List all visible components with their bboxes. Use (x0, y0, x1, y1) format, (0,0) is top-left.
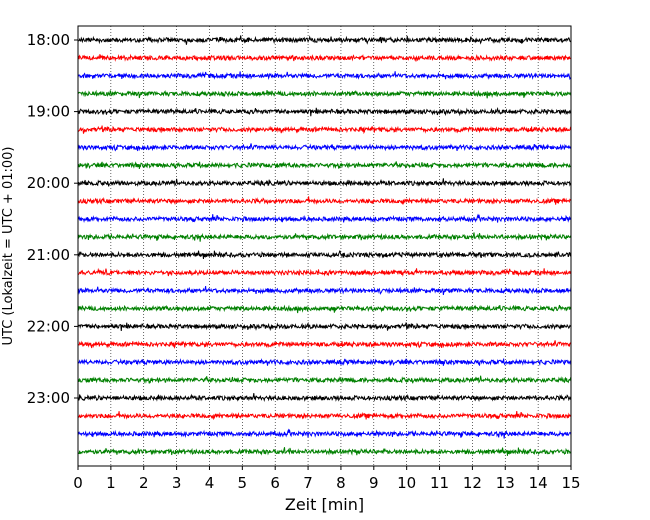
x-axis-label: Zeit [min] (285, 495, 364, 514)
x-tick-label-10: 10 (397, 474, 416, 492)
trace-row-1830 (77, 71, 572, 81)
plot-frame (77, 25, 572, 467)
x-tick-label-0: 0 (73, 474, 83, 492)
trace-row-2115 (78, 267, 572, 277)
vertical-gridlines (110, 26, 539, 466)
x-tick-label-9: 9 (369, 474, 379, 492)
trace-row-1915 (77, 125, 572, 135)
trace-row-2300 (77, 393, 572, 403)
trace-rows (77, 35, 572, 456)
x-tick-label-3: 3 (172, 474, 182, 492)
trace-row-2000 (77, 178, 572, 188)
x-tick-label-8: 8 (336, 474, 346, 492)
x-tick-label-4: 4 (205, 474, 215, 492)
x-tick-label-2: 2 (139, 474, 149, 492)
x-tick-label-7: 7 (303, 474, 313, 492)
trace-row-1815 (77, 53, 572, 62)
trace-row-1930 (77, 143, 572, 152)
x-axis-ticks: 0 1 2 3 4 5 6 7 8 9 10 11 12 13 14 15 (73, 466, 581, 492)
trace-row-2245 (77, 375, 572, 384)
trace-row-2030 (77, 213, 572, 224)
x-tick-label-11: 11 (430, 474, 449, 492)
trace-row-2345 (77, 447, 572, 456)
trace-row-2015 (77, 196, 572, 206)
y-axis-ticks: 18:00 19:00 20:00 21:00 22:00 23:00 (27, 31, 78, 407)
trace-row-2045 (77, 232, 572, 242)
trace-row-2230 (77, 358, 572, 367)
x-tick-label-15: 15 (561, 474, 580, 492)
y-tick-label-2200: 22:00 (27, 317, 70, 335)
y-tick-label-1900: 19:00 (27, 103, 70, 121)
trace-row-2215 (77, 340, 572, 349)
trace-row-2315 (77, 411, 572, 421)
y-tick-label-2300: 23:00 (27, 389, 70, 407)
trace-row-1945 (77, 161, 572, 170)
x-tick-label-6: 6 (270, 474, 280, 492)
trace-row-1845 (77, 89, 572, 99)
trace-row-2145 (77, 304, 572, 314)
trace-row-2330 (77, 428, 572, 439)
trace-row-2130 (77, 285, 572, 296)
x-tick-label-5: 5 (238, 474, 248, 492)
y-tick-label-2100: 21:00 (27, 246, 70, 264)
x-tick-label-12: 12 (463, 474, 482, 492)
trace-row-1900 (77, 107, 572, 117)
y-tick-label-2000: 20:00 (27, 174, 70, 192)
x-tick-label-1: 1 (106, 474, 116, 492)
trace-row-2100 (77, 250, 572, 259)
x-tick-label-14: 14 (529, 474, 548, 492)
trace-row-2200 (77, 321, 572, 332)
y-tick-label-1800: 18:00 (27, 31, 70, 49)
x-tick-label-13: 13 (496, 474, 515, 492)
trace-row-1800 (77, 35, 572, 45)
y-axis-label: UTC (Lokalzeit = UTC + 01:00) (1, 147, 16, 346)
